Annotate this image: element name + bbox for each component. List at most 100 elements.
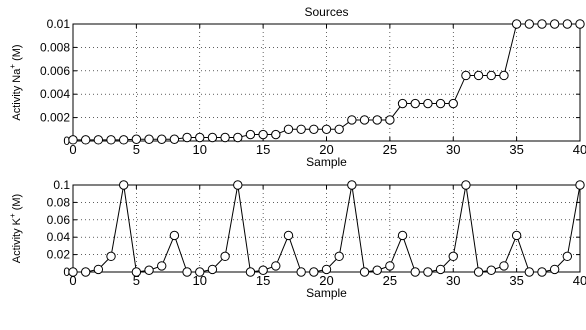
x-tick-label: 35 <box>509 142 523 157</box>
x-tick-label: 15 <box>256 273 270 288</box>
plot-frame <box>72 23 581 142</box>
data-point <box>397 98 408 109</box>
data-point <box>486 70 496 81</box>
x-tick-label: 0 <box>69 142 76 157</box>
data-point <box>195 132 205 143</box>
data-point <box>68 135 78 145</box>
data-point <box>283 230 294 241</box>
data-point <box>334 251 344 262</box>
data-point <box>80 135 91 145</box>
y-tick-label: 0 <box>63 265 70 279</box>
data-point <box>258 265 268 275</box>
data-point <box>359 115 370 125</box>
data-point <box>461 70 471 81</box>
data-point <box>119 180 129 190</box>
data-point <box>575 180 585 190</box>
data-point <box>511 230 522 241</box>
y-tick-label: 0.06 <box>47 213 71 227</box>
x-tick-label: 10 <box>193 142 207 157</box>
y-tick-label: 0.1 <box>53 178 70 192</box>
data-point <box>499 70 509 81</box>
data-point <box>271 261 281 271</box>
data-point <box>435 264 446 275</box>
x-tick-label: 0 <box>69 273 76 288</box>
data-point <box>106 251 116 262</box>
x-axis-label: Sample <box>306 155 347 169</box>
x-tick-label: 20 <box>319 142 333 157</box>
data-point <box>182 132 192 143</box>
data-point <box>271 129 281 140</box>
x-tick-label: 25 <box>383 273 397 288</box>
data-point <box>511 19 522 29</box>
data-point <box>347 115 357 125</box>
data-point <box>549 19 560 29</box>
data-point <box>106 135 116 145</box>
data-point <box>245 129 256 140</box>
y-axis-label: Activity Na+ (M) <box>8 44 23 120</box>
data-point <box>461 180 471 190</box>
data-point <box>321 264 332 275</box>
data-point <box>80 267 91 277</box>
data-point <box>486 265 496 275</box>
y-tick-label: 0.04 <box>47 230 71 244</box>
data-point <box>93 264 104 275</box>
data-point <box>169 230 180 241</box>
y-tick-label: 0.006 <box>40 64 70 78</box>
y-tick-label: 0 <box>63 134 70 148</box>
data-point <box>144 265 154 275</box>
data-point <box>423 98 433 109</box>
data-point <box>207 264 218 275</box>
data-point <box>372 115 382 125</box>
data-point <box>549 264 560 275</box>
x-tick-label: 35 <box>509 273 523 288</box>
data-point <box>537 19 547 29</box>
data-point <box>144 134 154 144</box>
data-point <box>423 267 433 277</box>
data-point <box>131 134 142 144</box>
x-tick-label: 25 <box>383 142 397 157</box>
x-tick-label: 10 <box>193 273 207 288</box>
data-point <box>233 180 243 190</box>
data-point <box>372 265 382 275</box>
data-point <box>385 261 395 271</box>
series-line <box>73 23 580 141</box>
x-tick-label: 40 <box>573 142 586 157</box>
y-tick-label: 0.02 <box>47 248 71 262</box>
potassium-activity-chart: 0 5 10 15 20 25 30 35 40 0 0.02 0.04 0.06 0.08 0.1 Samp… <box>8 178 586 300</box>
data-point <box>359 267 370 277</box>
x-tick-label: 20 <box>319 273 333 288</box>
x-tick-label: 5 <box>133 142 140 157</box>
data-point <box>207 132 218 143</box>
y-axis-label: Activity K+ (M) <box>8 194 23 263</box>
data-point <box>562 251 573 262</box>
data-point <box>131 267 142 277</box>
data-point <box>397 230 408 241</box>
x-tick-label: 40 <box>573 273 586 288</box>
data-point <box>258 129 268 140</box>
data-point <box>537 267 547 277</box>
data-point <box>321 124 332 135</box>
y-tick-label: 0.008 <box>40 40 70 54</box>
y-tick-label: 0.01 <box>47 17 71 31</box>
chart-title: Sources <box>304 5 348 19</box>
data-point <box>499 261 509 271</box>
data-point <box>410 98 420 109</box>
data-point <box>296 267 306 277</box>
sodium-activity-chart: 0 5 10 15 20 25 30 35 40 0 0.002 0.004 0.006 0.008 0.0… <box>8 5 586 169</box>
y-tick-label: 0.004 <box>40 87 70 101</box>
data-point <box>182 267 192 277</box>
data-point <box>157 134 167 144</box>
data-point <box>334 124 344 135</box>
data-point <box>119 135 129 145</box>
data-point <box>68 267 78 277</box>
x-tick-label: 15 <box>256 142 270 157</box>
x-tick-label: 5 <box>133 273 140 288</box>
data-point <box>562 19 573 29</box>
data-point <box>448 251 458 262</box>
x-tick-label: 30 <box>446 142 460 157</box>
data-point <box>473 267 484 277</box>
data-point <box>233 132 243 143</box>
data-point <box>575 19 585 29</box>
data-point <box>473 70 484 81</box>
y-tick-label: 0.002 <box>40 111 70 125</box>
